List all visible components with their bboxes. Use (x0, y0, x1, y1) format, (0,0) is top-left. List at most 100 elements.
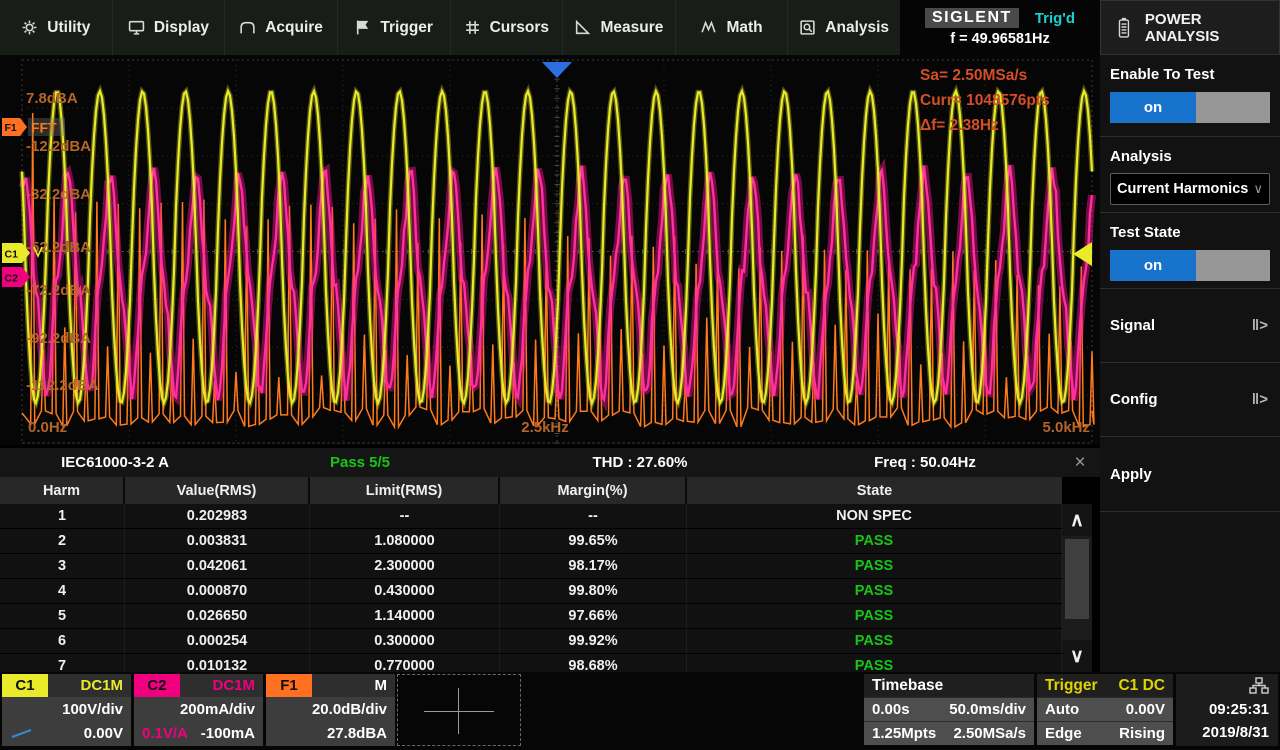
harmonics-table: IEC61000-3-2 A Pass 5/5 THD : 27.60% Fre… (0, 445, 1100, 672)
cell-state: PASS (687, 579, 1062, 603)
clock-date: 2019/8/31 (1202, 724, 1269, 741)
analysis-icon (799, 19, 816, 36)
signal-label: Signal (1110, 317, 1155, 334)
scrollbar-thumb[interactable] (1065, 539, 1089, 619)
config-menu-item[interactable]: Config ‖> (1100, 363, 1280, 437)
pass-summary: Pass 5/5 (230, 454, 490, 471)
cell-state: PASS (687, 529, 1062, 553)
c1-offset: 0.00V (84, 725, 123, 742)
menu-utility[interactable]: Utility (0, 0, 113, 55)
trigger-descriptor[interactable]: Trigger C1 DC Auto 0.00V Edge Rising (1037, 674, 1173, 746)
trigger-source: C1 DC (1118, 677, 1165, 695)
scrollbar-track[interactable] (1062, 536, 1092, 640)
db-scale-label: -32.2dBA (26, 186, 91, 203)
col-state: State (687, 477, 1062, 504)
power-analysis-panel: Enable To Test on Analysis Current Harmo… (1100, 55, 1280, 672)
c2-probe-ratio: 0.1V/A (142, 725, 188, 742)
test-state-toggle[interactable]: on (1110, 250, 1270, 281)
apply-button[interactable]: Apply (1100, 437, 1280, 512)
trigger-status: Trig'd (1035, 10, 1075, 27)
network-icon (1249, 677, 1269, 694)
scroll-down-icon[interactable]: ∨ (1062, 640, 1092, 672)
math-f1-descriptor[interactable]: F1 M 20.0dB/div 27.8dBA (266, 674, 395, 746)
f1-offset: 27.8dBA (266, 721, 395, 745)
cell-limit: -- (310, 504, 500, 528)
toggle-on-state: on (1110, 250, 1196, 281)
table-row: 20.0038311.08000099.65%PASS (0, 529, 1062, 554)
toggle-on-state: on (1110, 92, 1196, 123)
table-scrollbar: ∧ ∨ (1062, 504, 1092, 672)
menu-label: Acquire (265, 19, 323, 37)
cell-value: 0.000870 (125, 579, 310, 603)
menu-acquire[interactable]: Acquire (225, 0, 338, 55)
table-row: 10.202983----NON SPEC (0, 504, 1062, 529)
submenu-arrow-icon: ‖> (1252, 391, 1268, 408)
channel1-descriptor[interactable]: C1 DC1M 100V/div 0.00V (2, 674, 131, 746)
waveform-display[interactable]: 7.8dBA -12.2dBA -32.2dBA -52.2dBA -72.2d… (0, 55, 1100, 445)
channel2-descriptor[interactable]: C2 DC1M 200mA/div 0.1V/A -100mA (134, 674, 263, 746)
analysis-label: Analysis (1110, 148, 1270, 165)
table-row: 50.0266501.14000097.66%PASS (0, 604, 1062, 629)
c2-coupling: DC1M (212, 677, 263, 694)
menu-trigger[interactable]: Trigger (338, 0, 451, 55)
oscilloscope-screen: Utility Display Acquire Trigger Cursors … (0, 0, 1280, 750)
menu-label: Analysis (825, 19, 889, 37)
cell-margin: 99.80% (500, 579, 687, 603)
svg-text:C1: C1 (5, 249, 19, 261)
cell-margin: 97.66% (500, 604, 687, 628)
timebase-points: 1.25Mpts (872, 725, 936, 742)
cell-value: 0.000254 (125, 629, 310, 653)
enable-to-test-label: Enable To Test (1110, 66, 1270, 83)
menu-math[interactable]: Math (676, 0, 789, 55)
col-harm: Harm (0, 477, 125, 504)
crosshair-icon (458, 688, 459, 734)
fft-label: FFT (28, 118, 65, 136)
cell-harm: 6 (0, 629, 125, 653)
timebase-scale: 50.0ms/div (949, 701, 1026, 718)
cell-limit: 0.430000 (310, 579, 500, 603)
timebase-descriptor[interactable]: Timebase 0.00s 50.0ms/div 1.25Mpts 2.50M… (864, 674, 1034, 746)
cell-value: 0.026650 (125, 604, 310, 628)
menu-cursors[interactable]: Cursors (451, 0, 564, 55)
table-row: 40.0008700.43000099.80%PASS (0, 579, 1062, 604)
table-title-row: IEC61000-3-2 A Pass 5/5 THD : 27.60% Fre… (0, 448, 1100, 477)
freq-axis-label: 2.5kHz (521, 419, 569, 436)
clock-panel: 09:25:31 2019/8/31 (1176, 674, 1278, 746)
flag-icon (354, 19, 371, 36)
cell-state: NON SPEC (687, 504, 1062, 528)
f1-badge: F1 (266, 674, 312, 697)
analysis-dropdown[interactable]: Current Harmonics ∨ (1110, 173, 1270, 205)
freq-readout: Freq : 50.04Hz (790, 454, 1060, 471)
cell-harm: 4 (0, 579, 125, 603)
cell-limit: 1.140000 (310, 604, 500, 628)
freq-axis-label: 5.0kHz (1042, 419, 1090, 436)
menu-measure[interactable]: Measure (563, 0, 676, 55)
menu-analysis[interactable]: Analysis (788, 0, 900, 55)
trigger-type: Edge (1045, 725, 1082, 742)
thd-readout: THD : 27.60% (490, 454, 790, 471)
points-readout: Curr= 1048576pts (920, 92, 1050, 109)
db-scale-label: -72.2dBA (26, 282, 91, 299)
trigger-level: 0.00V (1126, 701, 1165, 718)
enable-to-test-toggle[interactable]: on (1110, 92, 1270, 123)
menu-display[interactable]: Display (113, 0, 226, 55)
math-icon (700, 19, 717, 36)
toggle-off-track (1196, 92, 1270, 123)
menu-label: Trigger (380, 19, 433, 37)
close-icon[interactable]: × (1060, 452, 1100, 474)
acquire-icon (239, 19, 256, 36)
table-header-row: Harm Value(RMS) Limit(RMS) Margin(%) Sta… (0, 477, 1062, 504)
brand-status-box: SIGLENT Trig'd f = 49.96581Hz (900, 0, 1100, 55)
scroll-up-icon[interactable]: ∧ (1062, 504, 1092, 536)
submenu-arrow-icon: ‖> (1252, 317, 1268, 334)
trigger-position-marker[interactable] (542, 62, 572, 78)
f1-mode: M (375, 677, 396, 694)
cell-harm: 1 (0, 504, 125, 528)
menu-label: Measure (600, 19, 663, 37)
empty-descriptor-slot[interactable] (397, 674, 521, 746)
f1-scale: 20.0dB/div (266, 697, 395, 721)
cell-value: 0.202983 (125, 504, 310, 528)
table-row: 30.0420612.30000098.17%PASS (0, 554, 1062, 579)
signal-menu-item[interactable]: Signal ‖> (1100, 289, 1280, 363)
f1-channel-marker[interactable]: F1 (2, 118, 27, 136)
